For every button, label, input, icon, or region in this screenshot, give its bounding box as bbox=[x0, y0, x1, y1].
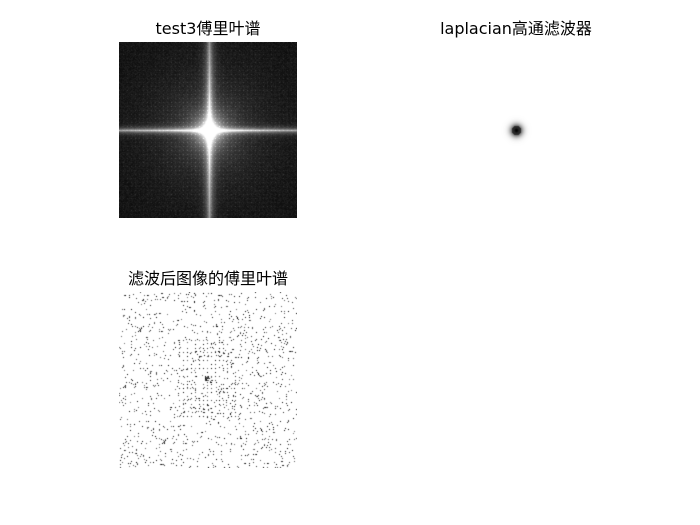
panel-title-spectrum: test3傅里叶谱 bbox=[155, 19, 261, 38]
laplacian-filter-image bbox=[428, 42, 604, 218]
filtered-spectrum-image bbox=[119, 292, 297, 468]
fourier-spectrum-canvas bbox=[119, 42, 297, 218]
filtered-spectrum-canvas bbox=[119, 292, 297, 468]
panel-title-filter: laplacian高通滤波器 bbox=[440, 19, 592, 38]
laplacian-filter-canvas bbox=[428, 42, 604, 218]
fourier-spectrum-image bbox=[119, 42, 297, 218]
panel-title-filtered-spectrum: 滤波后图像的傅里叶谱 bbox=[127, 269, 288, 288]
